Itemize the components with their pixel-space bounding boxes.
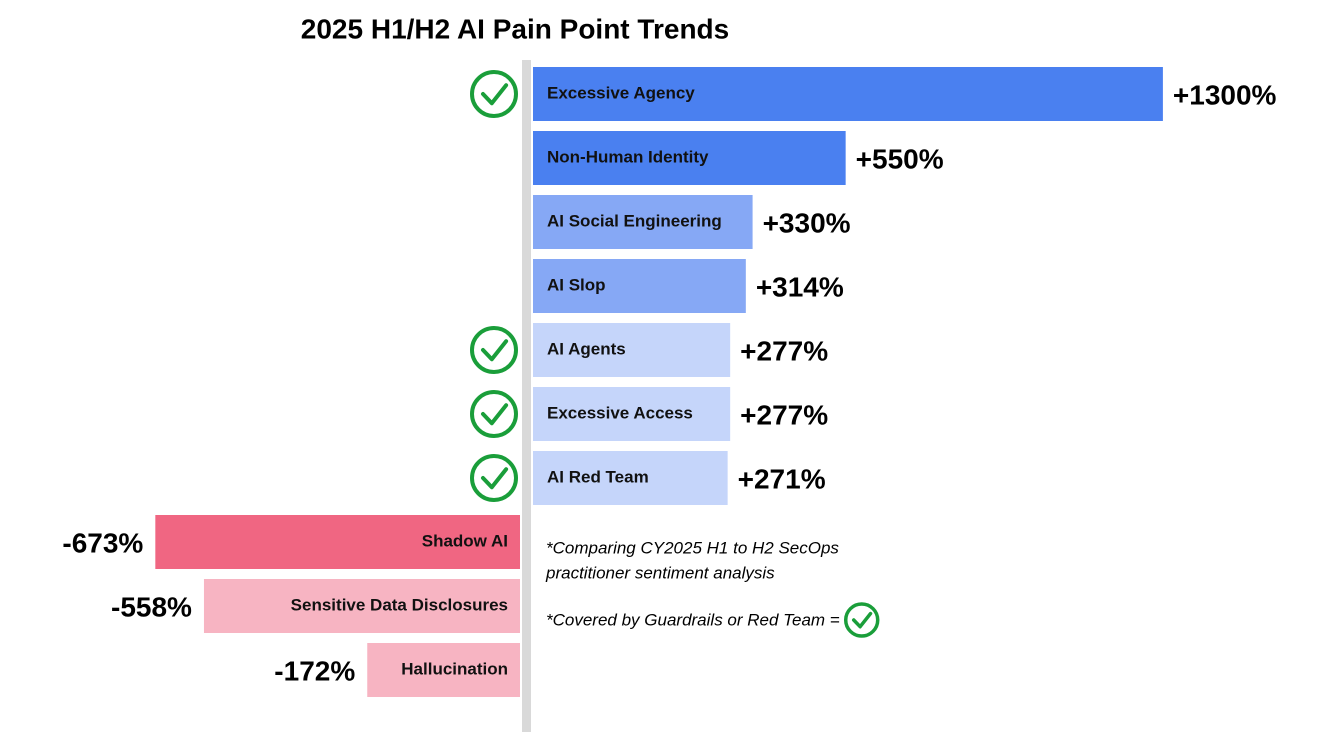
bar-label: Excessive Agency xyxy=(547,83,695,102)
note: *Covered by Guardrails or Red Team = xyxy=(546,610,840,629)
bar-label: Hallucination xyxy=(401,659,508,678)
bar xyxy=(533,451,728,505)
value-label: -172% xyxy=(274,655,355,686)
bar xyxy=(533,259,746,313)
value-label: +1300% xyxy=(1173,79,1277,110)
check-mark xyxy=(851,611,873,629)
value-label: +271% xyxy=(738,463,826,494)
value-label: -558% xyxy=(111,591,192,622)
bar-label: AI Social Engineering xyxy=(547,211,722,230)
note: *Comparing CY2025 H1 to H2 SecOps xyxy=(546,538,839,557)
bar xyxy=(203,579,520,633)
bar xyxy=(533,323,731,377)
bar-label: AI Red Team xyxy=(547,467,649,486)
bar-label: Shadow AI xyxy=(422,531,508,550)
check-mark xyxy=(481,339,509,362)
bar xyxy=(155,515,521,569)
check-mark xyxy=(481,403,509,426)
center-axis xyxy=(522,60,531,732)
value-label: +550% xyxy=(856,143,944,174)
bar xyxy=(533,131,846,185)
check-mark xyxy=(481,83,509,106)
value-label: +277% xyxy=(740,335,828,366)
check-icon xyxy=(470,326,518,374)
check-icon xyxy=(470,390,518,438)
bar-label: Non-Human Identity xyxy=(547,147,709,166)
value-label: +330% xyxy=(763,207,851,238)
bar xyxy=(367,643,520,697)
check-icon xyxy=(470,454,518,502)
bar-label: Sensitive Data Disclosures xyxy=(291,595,508,614)
bar-label: Excessive Access xyxy=(547,403,693,422)
value-label: +277% xyxy=(740,399,828,430)
value-label: -673% xyxy=(62,527,143,558)
bar xyxy=(533,195,753,249)
bar xyxy=(533,67,1163,121)
bar-label: AI Slop xyxy=(547,275,606,294)
check-icon xyxy=(843,602,880,638)
chart-title: 2025 H1/H2 AI Pain Point Trends xyxy=(301,13,729,44)
value-label: +314% xyxy=(756,271,844,302)
note: practitioner sentiment analysis xyxy=(545,563,775,582)
bar-label: AI Agents xyxy=(547,339,626,358)
check-icon xyxy=(470,70,518,118)
check-mark xyxy=(481,467,509,490)
bar xyxy=(533,387,731,441)
